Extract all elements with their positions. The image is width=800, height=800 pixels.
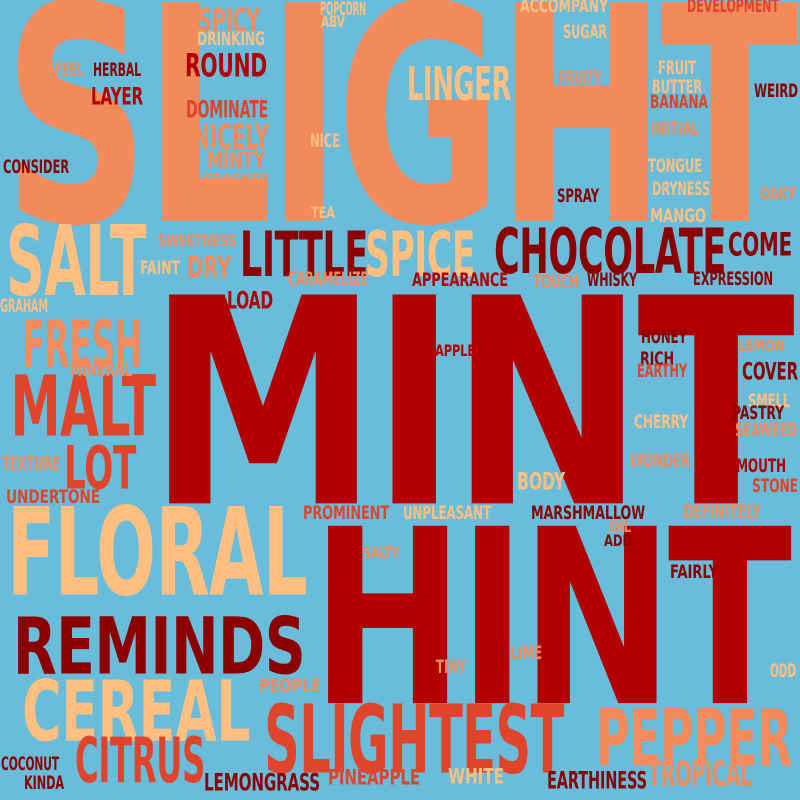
word-seaweed: SEAWEED	[735, 419, 797, 441]
word-mango: MANGO	[650, 205, 706, 227]
word-pepper: PEPPER	[595, 693, 793, 785]
word-salty: SALTY	[363, 542, 399, 563]
word-smell: SMELL	[747, 390, 791, 412]
word-graham: GRAHAM	[0, 295, 48, 317]
word-butter: BUTTER	[651, 76, 703, 98]
word-spray: SPRAY	[556, 185, 600, 207]
word-initial: INITIAL	[651, 118, 699, 140]
word-floral: FLORAL	[7, 482, 308, 625]
word-come: COME	[728, 226, 792, 264]
word-tiny: TINY	[435, 656, 467, 678]
word-popcorn: POPCORN	[320, 0, 366, 20]
word-tropical: TROPICAL	[647, 754, 753, 796]
word-lime: LIME	[510, 642, 542, 664]
word-sugar: SUGAR	[563, 21, 607, 43]
word-linger: LINGER	[406, 56, 512, 112]
word-add: ADD	[603, 530, 633, 551]
word-body: BODY	[516, 466, 566, 496]
word-pastry: PASTRY	[731, 402, 785, 424]
word-banana: BANANA	[650, 91, 708, 113]
word-round: ROUND	[185, 47, 267, 85]
word-citrus: CITRUS	[75, 725, 205, 798]
word-reminds: REMINDS	[12, 601, 306, 693]
word-cereal: CEREAL	[22, 663, 251, 762]
word-fairly: FAIRLY	[669, 561, 719, 583]
word-marshmallow: MARSHMALLOW	[530, 502, 646, 524]
word-apple: APPLE	[434, 340, 476, 361]
word-unpleasant: UNPLEASANT	[402, 502, 492, 524]
word-layer: LAYER	[90, 81, 144, 111]
word-undertone: UNDERTONE	[6, 486, 100, 508]
word-mint: MINT	[147, 237, 795, 571]
word-texture: TEXTURE	[2, 453, 60, 475]
word-honey: HONEY	[640, 326, 688, 348]
word-fruity: FRUITY	[558, 67, 602, 89]
word-spice: SPICE	[364, 219, 476, 292]
word-faint: FAINT	[140, 257, 180, 279]
word-kinda: KINDA	[24, 772, 64, 794]
word-weird: WEIRD	[754, 80, 798, 102]
word-people: PEOPLE	[259, 675, 321, 697]
word-mineral: MINERAL	[69, 359, 133, 381]
word-whisky: WHISKY	[587, 269, 637, 291]
word-earthiness: EARTHINESS	[547, 765, 647, 795]
word-accompany: ACCOMPANY	[520, 0, 608, 17]
word-herbal: HERBAL	[93, 59, 141, 81]
word-definitely: DEFINITELY	[682, 501, 762, 523]
word-pineapple: PINEAPPLE	[327, 764, 421, 790]
word-little: LITTLE	[240, 219, 368, 292]
word-caramelize: CARAMELIZE	[287, 268, 369, 290]
word-nicely: NICELY	[193, 117, 269, 159]
word-tea: TEA	[310, 202, 336, 223]
word-hint: HINT	[311, 477, 792, 762]
word-lemongrass: LEMONGRASS	[204, 767, 320, 797]
word-spicy: SPICY	[198, 2, 260, 40]
word-lot: LOT	[64, 433, 136, 503]
word-chocolate: CHOCOLATE	[493, 216, 727, 289]
word-nice: NICE	[310, 130, 340, 152]
word-appearance: APPEARANCE	[411, 269, 509, 291]
word-dominate: DOMINATE	[185, 94, 269, 124]
word-dry: DRY	[186, 250, 232, 285]
word-minty: MINTY	[206, 145, 266, 175]
word-abv: ABV	[320, 11, 346, 32]
word-cherry: CHERRY	[633, 411, 689, 433]
word-malt: MALT	[10, 358, 156, 457]
word-load: LOAD	[227, 285, 273, 315]
word-fruit: FRUIT	[658, 57, 696, 79]
word-rich: RICH	[639, 348, 675, 370]
word-mouth: MOUTH	[736, 455, 786, 477]
word-coconut: COCONUT	[1, 753, 59, 775]
word-sweetness: SWEETNESS	[157, 230, 237, 251]
word-drinking: DRINKING	[197, 28, 265, 50]
word-earthy: EARTHY	[637, 360, 687, 382]
word-salt: SALT	[5, 206, 147, 319]
word-oaky: OAKY	[759, 183, 797, 205]
word-tongue: TONGUE	[648, 155, 702, 177]
word-development: DEVELOPMENT	[687, 0, 779, 17]
word-oil: OIL	[609, 516, 631, 537]
word-consider: CONSIDER	[3, 156, 69, 178]
word-cracker: CRACKER	[203, 170, 269, 192]
word-wonder: WONDER	[629, 450, 691, 472]
word-lemon: LEMON	[738, 335, 784, 356]
word-dryness: DRYNESS	[651, 178, 711, 200]
word-fresh: FRESH	[21, 306, 143, 383]
word-expression: EXPRESSION	[693, 268, 773, 290]
word-prominent: PROMINENT	[303, 502, 389, 524]
word-feel: FEEL	[53, 59, 85, 81]
word-slight: SLIGHT	[3, 0, 799, 293]
word-cover: COVER	[742, 356, 798, 386]
word-slightest: SLIGHTEST	[264, 684, 564, 796]
word-white: WHITE	[448, 763, 504, 789]
word-touch: TOUCH	[533, 271, 579, 293]
word-stone: STONE	[752, 475, 798, 497]
word-odd: ODD	[769, 660, 797, 682]
